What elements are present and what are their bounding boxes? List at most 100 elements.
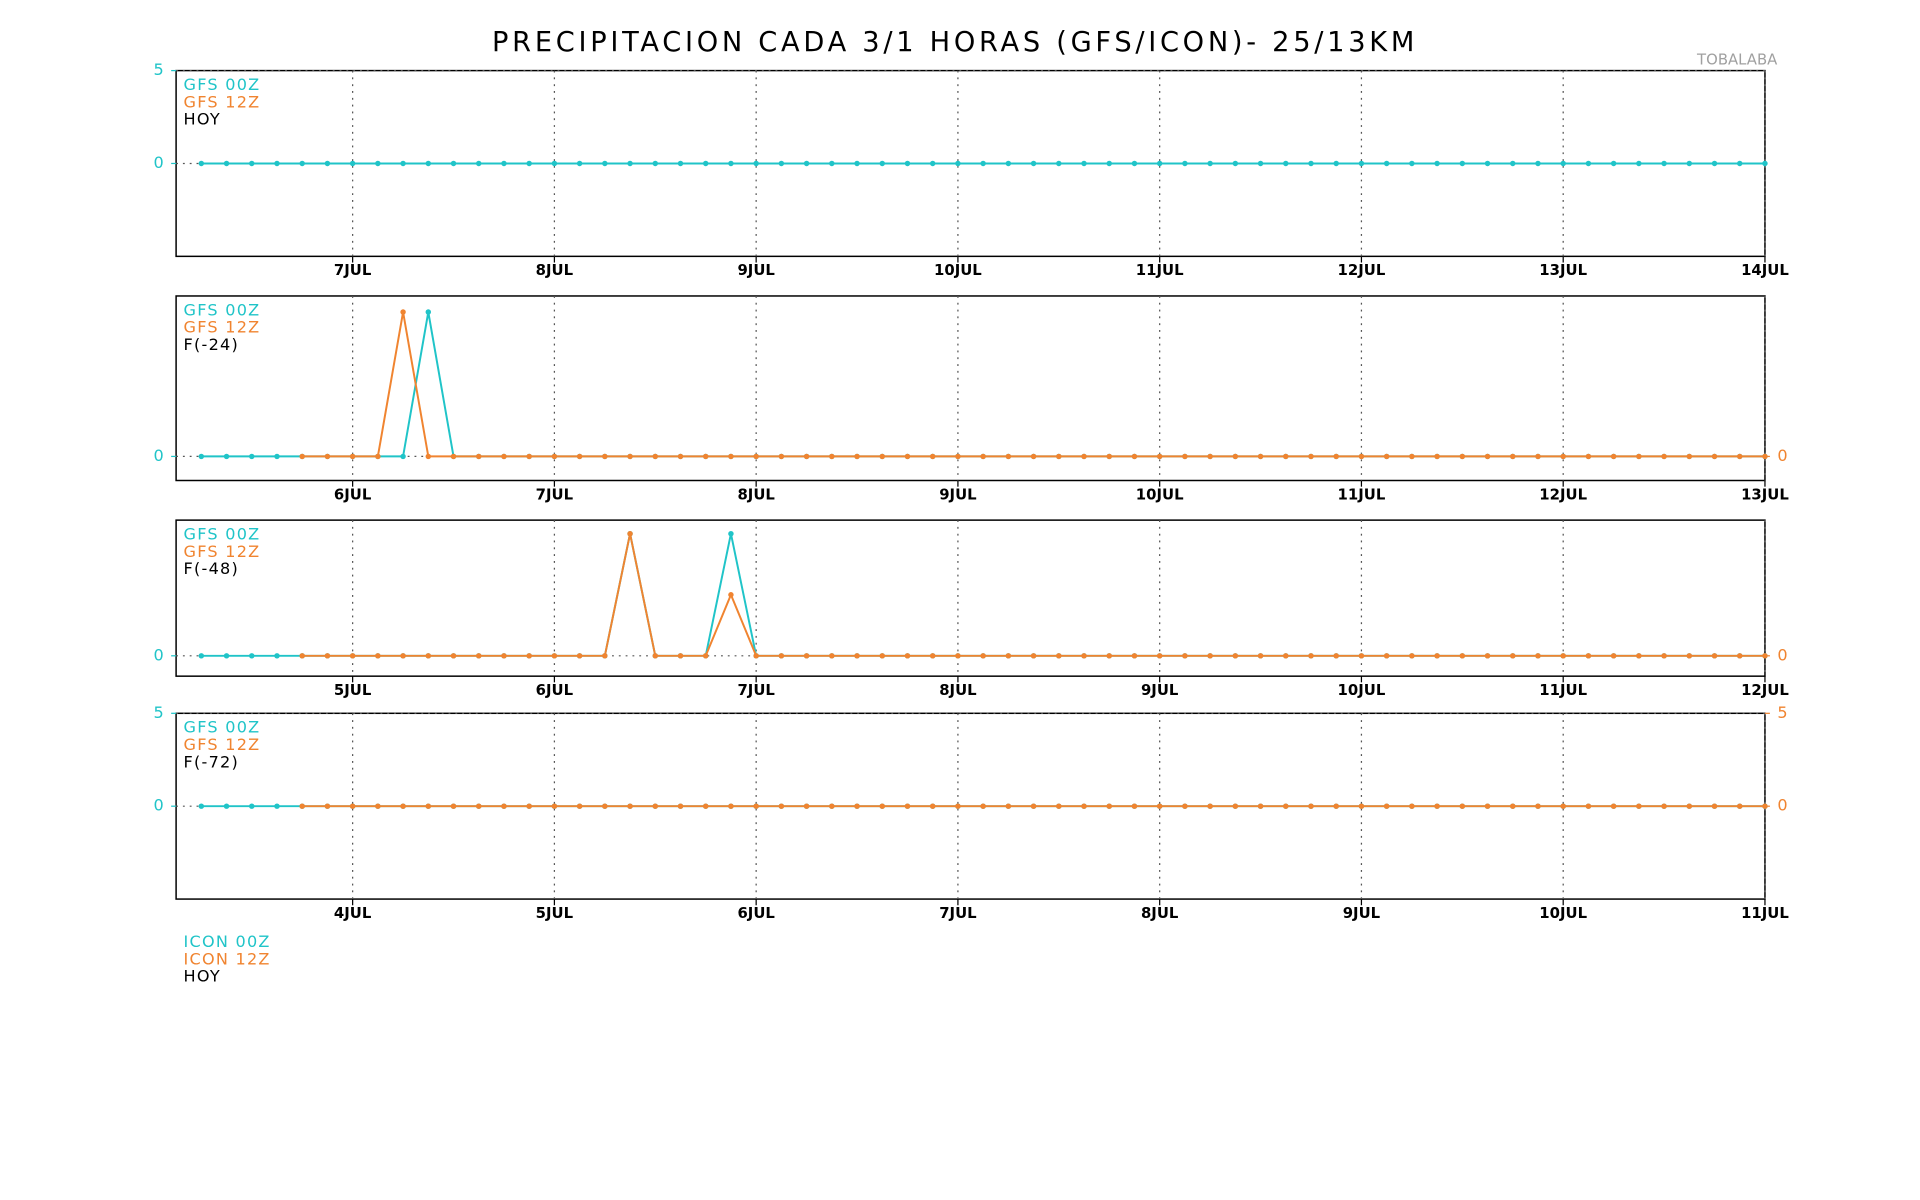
data-point: [829, 803, 835, 809]
data-point: [702, 160, 709, 167]
data-point: [1661, 803, 1667, 809]
data-point: [1535, 453, 1541, 460]
data-point: [1081, 453, 1087, 460]
data-point: [1283, 803, 1289, 809]
data-point: [627, 530, 633, 537]
x-tick-label: 7JUL: [939, 904, 977, 922]
data-point: [324, 453, 331, 460]
data-point: [1182, 160, 1188, 167]
data-point: [1535, 160, 1541, 167]
x-tick-label: 10JUL: [1136, 485, 1184, 503]
x-tick-label: 13JUL: [1741, 485, 1789, 503]
data-point: [1383, 803, 1390, 809]
x-tick-label: 7JUL: [334, 261, 372, 279]
data-point: [1510, 160, 1516, 167]
data-point: [1737, 160, 1743, 167]
data-point: [1182, 453, 1188, 460]
data-point: [1156, 653, 1163, 659]
data-point: [400, 160, 406, 167]
data-point: [1661, 453, 1667, 460]
legend-label: GFS 00Z: [184, 524, 261, 543]
data-point: [1131, 803, 1138, 809]
data-point: [375, 160, 381, 167]
data-point: [904, 453, 911, 460]
data-point: [249, 453, 255, 460]
data-point: [980, 803, 986, 809]
data-point: [627, 453, 633, 460]
data-point: [1207, 453, 1213, 460]
data-point: [652, 803, 659, 809]
data-point: [677, 803, 684, 809]
data-point: [1762, 160, 1768, 167]
data-point: [476, 453, 482, 460]
data-point: [677, 160, 684, 167]
series-line: [302, 311, 1765, 458]
x-tick-label: 6JUL: [536, 681, 574, 699]
data-point: [1232, 803, 1239, 809]
data-point: [1106, 803, 1112, 809]
data-point: [501, 160, 507, 167]
data-point: [299, 453, 305, 460]
data-point: [576, 160, 583, 167]
series-line: [201, 533, 1765, 657]
data-point: [400, 803, 406, 809]
data-point: [1056, 160, 1062, 167]
data-point: [274, 160, 280, 167]
data-point: [1182, 803, 1188, 809]
data-point: [1358, 160, 1365, 167]
y-tick-label: 5: [153, 703, 163, 722]
data-point: [677, 453, 684, 460]
data-point: [1081, 160, 1087, 167]
data-point: [652, 453, 659, 460]
data-point: [476, 653, 482, 659]
data-point: [1257, 653, 1264, 659]
data-point: [980, 453, 986, 460]
x-tick-label: 14JUL: [1741, 261, 1789, 279]
x-tick-label: 7JUL: [737, 681, 775, 699]
data-point: [854, 803, 860, 809]
data-point: [450, 653, 457, 659]
data-point: [1106, 160, 1112, 167]
y2-tick-label: 0: [1777, 645, 1787, 664]
data-point: [1762, 453, 1768, 460]
data-point: [879, 160, 885, 167]
data-point: [1409, 453, 1415, 460]
footer-legend-label: ICON 12Z: [184, 949, 271, 968]
data-point: [324, 160, 331, 167]
data-point: [1106, 453, 1112, 460]
data-point: [1257, 453, 1264, 460]
x-tick-label: 12JUL: [1741, 681, 1789, 699]
data-point: [1737, 803, 1743, 809]
x-tick-label: 5JUL: [334, 681, 372, 699]
data-point: [1232, 453, 1239, 460]
data-point: [1131, 160, 1138, 167]
data-point: [1661, 653, 1667, 659]
y2-tick-label: 5: [1777, 703, 1787, 722]
data-point: [425, 160, 432, 167]
data-point: [1156, 803, 1163, 809]
data-point: [551, 653, 558, 659]
data-point: [602, 653, 608, 659]
data-point: [904, 653, 911, 659]
data-point: [1686, 160, 1693, 167]
data-point: [501, 653, 507, 659]
x-tick-label: 11JUL: [1338, 485, 1386, 503]
data-point: [274, 453, 280, 460]
data-point: [1585, 160, 1592, 167]
data-point: [1005, 803, 1012, 809]
data-point: [1762, 653, 1768, 659]
data-point: [1610, 453, 1617, 460]
data-point: [1636, 803, 1642, 809]
data-point: [1081, 653, 1087, 659]
y-tick-label: 5: [153, 60, 163, 79]
data-point: [1030, 453, 1037, 460]
data-point: [1333, 653, 1339, 659]
plot-frame: [175, 295, 1766, 482]
data-point: [1560, 803, 1566, 809]
data-point: [375, 803, 381, 809]
data-point: [1283, 453, 1289, 460]
data-point: [551, 803, 558, 809]
x-tick-label: 9JUL: [1141, 681, 1179, 699]
data-point: [602, 160, 608, 167]
data-point: [904, 803, 911, 809]
